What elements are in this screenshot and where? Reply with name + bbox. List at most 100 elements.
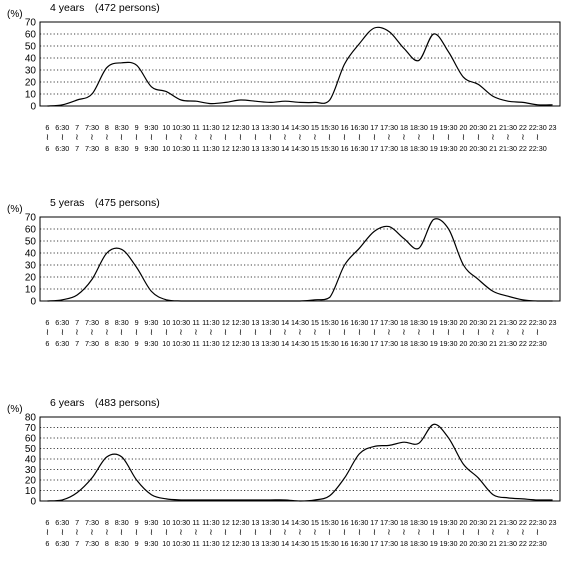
x-tick-end-label: 8 <box>105 339 109 348</box>
x-tick-start-label: 7 <box>75 123 79 132</box>
x-tick-end-label: 16:30 <box>350 539 368 548</box>
x-tick-start-label: 9:30 <box>144 318 158 327</box>
x-tick-start-label: 11:30 <box>202 318 219 327</box>
x-tick-separator: ~ <box>249 328 259 336</box>
x-tick-end-label: 8:30 <box>115 539 129 548</box>
x-tick-start-label: 7 <box>75 318 79 327</box>
x-tick-start-label: 19:30 <box>440 123 458 132</box>
x-tick-start-label: 19 <box>430 518 438 527</box>
y-tick-label: 60 <box>25 434 37 445</box>
x-tick-end-label: 13 <box>251 539 259 548</box>
x-tick-start-label: 21:30 <box>499 123 517 132</box>
x-tick-end-label: 16 <box>341 539 349 548</box>
x-tick-end-label: 8:30 <box>115 339 129 348</box>
x-tick-end-label: 20 <box>459 539 467 548</box>
x-tick-separator: ~ <box>71 528 81 536</box>
x-tick-end-label: 14:30 <box>291 144 309 153</box>
x-tick-start-label: 18 <box>400 318 408 327</box>
y-tick-label: 70 <box>25 18 37 29</box>
x-tick-separator: ~ <box>41 528 51 536</box>
x-tick-end-label: 7 <box>75 339 79 348</box>
x-tick-end-label: 10 <box>162 144 170 153</box>
x-tick-end-label: 6 <box>45 144 49 153</box>
x-tick-separator: ~ <box>279 133 289 141</box>
x-tick-separator: ~ <box>116 528 126 536</box>
y-tick-label: 50 <box>25 237 37 248</box>
x-tick-end-label: 18:30 <box>410 144 428 153</box>
x-tick-end-label: 20 <box>459 144 467 153</box>
x-tick-start-label: 6:30 <box>55 123 69 132</box>
x-tick-start-label: 21 <box>489 318 497 327</box>
x-tick-start-label: 19:30 <box>440 318 458 327</box>
series-line <box>47 424 552 501</box>
x-tick-end-label: 16 <box>341 144 349 153</box>
x-tick-start-label: 14 <box>281 318 289 327</box>
x-tick-separator: ~ <box>368 328 378 336</box>
x-tick-start-label: 10 <box>162 518 170 527</box>
x-tick-end-label: 13 <box>251 339 259 348</box>
y-tick-label: 70 <box>25 213 37 224</box>
x-tick-start-label: 21:30 <box>499 318 517 327</box>
x-tick-separator: ~ <box>175 328 185 336</box>
x-tick-end-label: 15:30 <box>321 539 339 548</box>
x-tick-end-label: 17 <box>370 339 378 348</box>
x-tick-separator: ~ <box>502 528 512 536</box>
x-tick-end-label: 17:30 <box>380 144 398 153</box>
x-tick-start-label: 16 <box>341 318 349 327</box>
x-tick-end-label: 18 <box>400 339 408 348</box>
x-tick-start-label: 14:30 <box>291 318 309 327</box>
x-tick-start-label: 14 <box>281 518 289 527</box>
x-tick-separator: ~ <box>264 328 274 336</box>
x-tick-start-label: 9 <box>135 318 139 327</box>
x-tick-end-label: 20:30 <box>469 144 487 153</box>
x-tick-separator: ~ <box>517 528 527 536</box>
x-tick-start-label: 14:30 <box>291 518 309 527</box>
x-tick-start-label: 22:30 <box>529 318 547 327</box>
x-tick-end-label: 7:30 <box>85 539 99 548</box>
x-tick-start-label: 8 <box>105 518 109 527</box>
x-tick-start-label: 18 <box>400 123 408 132</box>
x-tick-separator: ~ <box>220 528 230 536</box>
x-tick-separator: ~ <box>457 328 467 336</box>
x-tick-end-label: 13 <box>251 144 259 153</box>
x-tick-separator: ~ <box>220 328 230 336</box>
x-tick-end-label: 6:30 <box>55 539 69 548</box>
x-tick-end-label: 22 <box>519 539 527 548</box>
x-tick-separator: ~ <box>160 328 170 336</box>
x-tick-end-label: 10:30 <box>172 339 190 348</box>
x-tick-start-label: 12 <box>222 518 230 527</box>
x-tick-end-label: 11 <box>192 539 199 548</box>
x-tick-separator: ~ <box>145 328 155 336</box>
x-tick-start-label: 23 <box>549 318 557 327</box>
x-tick-start-label: 19 <box>430 123 438 132</box>
y-tick-label: 30 <box>25 66 37 77</box>
y-tick-label: 10 <box>25 90 37 101</box>
x-tick-separator: ~ <box>457 528 467 536</box>
y-tick-label: 0 <box>30 497 36 508</box>
x-tick-end-label: 21 <box>489 539 497 548</box>
y-tick-label: 60 <box>25 225 37 236</box>
x-tick-end-label: 9 <box>135 339 139 348</box>
x-tick-start-label: 7:30 <box>85 318 99 327</box>
x-tick-separator: ~ <box>205 528 215 536</box>
x-tick-separator: ~ <box>472 133 482 141</box>
x-tick-start-label: 14:30 <box>291 123 309 132</box>
x-tick-end-label: 8 <box>105 144 109 153</box>
x-tick-start-label: 6 <box>45 518 49 527</box>
y-tick-label: 20 <box>25 273 37 284</box>
x-tick-separator: ~ <box>472 528 482 536</box>
x-tick-separator: ~ <box>532 328 542 336</box>
x-tick-start-label: 10:30 <box>172 318 190 327</box>
x-tick-end-label: 9 <box>135 144 139 153</box>
x-tick-separator: ~ <box>86 328 96 336</box>
x-tick-separator: ~ <box>86 133 96 141</box>
x-tick-start-label: 23 <box>549 518 557 527</box>
x-tick-end-label: 18 <box>400 539 408 548</box>
x-tick-start-label: 9:30 <box>144 518 158 527</box>
x-tick-separator: ~ <box>517 328 527 336</box>
plot-frame <box>40 217 560 301</box>
x-tick-separator: ~ <box>309 328 319 336</box>
x-tick-start-label: 10 <box>162 318 170 327</box>
x-tick-start-label: 9 <box>135 518 139 527</box>
x-tick-end-label: 10 <box>162 539 170 548</box>
